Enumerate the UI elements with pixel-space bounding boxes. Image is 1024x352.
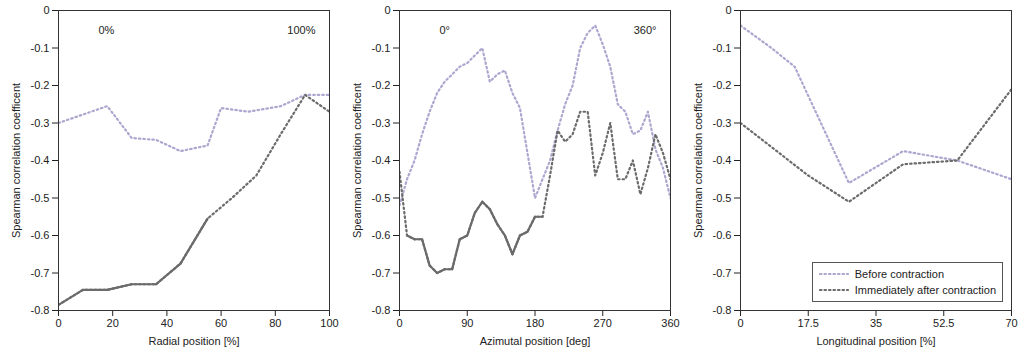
svg-text:90: 90: [461, 317, 473, 329]
svg-text:360°: 360°: [634, 24, 657, 36]
svg-text:-0.5: -0.5: [372, 192, 391, 204]
svg-text:-0.8: -0.8: [31, 304, 50, 316]
svg-text:17.5: 17.5: [798, 317, 819, 329]
svg-text:0: 0: [725, 4, 731, 16]
html-text:Before contraction: Before contraction: [854, 268, 944, 280]
svg-text:-0.6: -0.6: [31, 229, 50, 241]
svg-text:-0.3: -0.3: [372, 117, 391, 129]
svg-text:-0.7: -0.7: [31, 267, 50, 279]
svg-text:-0.8: -0.8: [372, 304, 391, 316]
svg-text:-0.5: -0.5: [31, 192, 50, 204]
svg-text:-0.4: -0.4: [31, 154, 50, 166]
svg-text:180: 180: [526, 317, 544, 329]
svg-text:100: 100: [320, 317, 338, 329]
svg-text:Spearman correlation coefficen: Spearman correlation coefficent: [351, 83, 363, 238]
svg-text:0°: 0°: [440, 24, 451, 36]
svg-text:Spearman correlation coefficen: Spearman correlation coefficent: [692, 83, 704, 238]
svg-text:-0.6: -0.6: [713, 229, 732, 241]
svg-text:0: 0: [55, 317, 61, 329]
svg-text:60: 60: [215, 317, 227, 329]
svg-text:0: 0: [384, 4, 390, 16]
svg-text:-0.1: -0.1: [372, 42, 391, 54]
svg-text:70: 70: [1005, 317, 1017, 329]
svg-text:270: 270: [594, 317, 612, 329]
svg-text:Spearman correlation coefficen: Spearman correlation coefficent: [10, 83, 22, 238]
svg-text:-0.2: -0.2: [372, 79, 391, 91]
svg-text:35: 35: [870, 317, 882, 329]
svg-text:-0.5: -0.5: [713, 192, 732, 204]
svg-text:-0.7: -0.7: [713, 267, 732, 279]
svg-text:Radial position [%]: Radial position [%]: [148, 335, 239, 347]
svg-text:-0.4: -0.4: [372, 154, 391, 166]
svg-text:-0.2: -0.2: [713, 79, 732, 91]
svg-text:360: 360: [661, 317, 679, 329]
svg-text:-0.8: -0.8: [713, 304, 732, 316]
svg-text:40: 40: [161, 317, 173, 329]
svg-text:Longitudinal position [%]: Longitudinal position [%]: [816, 335, 935, 347]
svg-text:52.5: 52.5: [933, 317, 954, 329]
svg-text:20: 20: [107, 317, 119, 329]
svg-text:0%: 0%: [99, 24, 115, 36]
svg-text:-0.7: -0.7: [372, 267, 391, 279]
svg-text:-0.6: -0.6: [372, 229, 391, 241]
svg-text:80: 80: [269, 317, 281, 329]
svg-text:-0.1: -0.1: [713, 42, 732, 54]
svg-text:Azimutal position [deg]: Azimutal position [deg]: [480, 335, 591, 347]
svg-text:0: 0: [43, 4, 49, 16]
svg-text:0: 0: [737, 317, 743, 329]
svg-text:-0.4: -0.4: [713, 154, 732, 166]
html-text:Immediately after contraction: Immediately after contraction: [854, 284, 996, 296]
svg-text:100%: 100%: [287, 24, 315, 36]
svg-text:-0.1: -0.1: [31, 42, 50, 54]
svg-text:-0.3: -0.3: [713, 117, 732, 129]
svg-text:-0.2: -0.2: [31, 79, 50, 91]
svg-text:0: 0: [396, 317, 402, 329]
svg-text:-0.3: -0.3: [31, 117, 50, 129]
